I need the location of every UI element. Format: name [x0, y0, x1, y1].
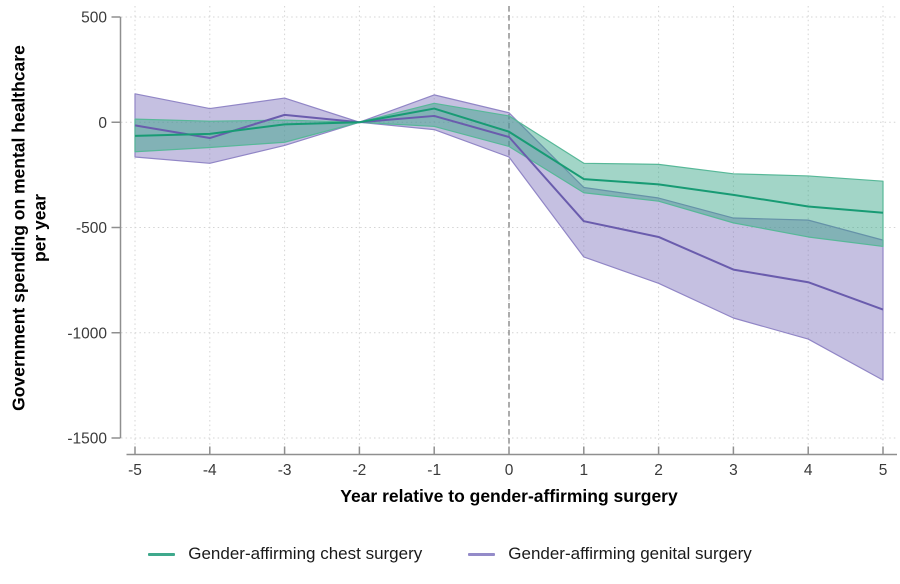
y-axis-title: Government spending on mental healthcare…	[9, 45, 52, 411]
legend-item-genital-surgery: Gender-affirming genital surgery	[468, 544, 752, 564]
y-tick-label: -1000	[67, 325, 107, 342]
genital-surgery-line-swatch	[468, 552, 496, 556]
y-axis-title-line1: Government spending on mental healthcare	[8, 45, 29, 411]
x-tick-label: -3	[278, 462, 292, 479]
legend-label-chest-surgery: Gender-affirming chest surgery	[188, 544, 423, 563]
y-tick-label: 0	[98, 115, 107, 132]
legend-label-genital-surgery: Gender-affirming genital surgery	[508, 544, 752, 563]
legend-item-chest-surgery: Gender-affirming chest surgery	[148, 544, 422, 564]
x-tick-label: 3	[729, 462, 738, 479]
x-tick-label: 0	[505, 462, 514, 479]
x-tick-label: 4	[804, 462, 813, 479]
x-tick-label: 2	[654, 462, 663, 479]
x-axis-title: Year relative to gender-affirming surger…	[340, 486, 678, 506]
y-tick-label: -1500	[67, 431, 107, 448]
genital-surgery-estimate-line	[134, 113, 884, 311]
x-tick-label: -1	[427, 462, 441, 479]
y-axis-title-line2: per year	[30, 193, 50, 263]
y-tick-label: 500	[81, 10, 107, 27]
chest-surgery-confidence-band	[134, 102, 884, 248]
x-tick-label: -5	[128, 462, 142, 479]
chest-surgery-line-swatch	[148, 552, 176, 556]
genital-surgery-confidence-band	[134, 93, 884, 381]
x-tick-label: 5	[879, 462, 888, 479]
y-tick-label: -500	[76, 220, 107, 237]
legend: Gender-affirming chest surgery Gender-af…	[0, 544, 900, 564]
x-tick-label: 1	[579, 462, 588, 479]
x-tick-label: -4	[203, 462, 217, 479]
chest-surgery-estimate-line	[134, 107, 884, 214]
x-tick-label: -2	[353, 462, 367, 479]
